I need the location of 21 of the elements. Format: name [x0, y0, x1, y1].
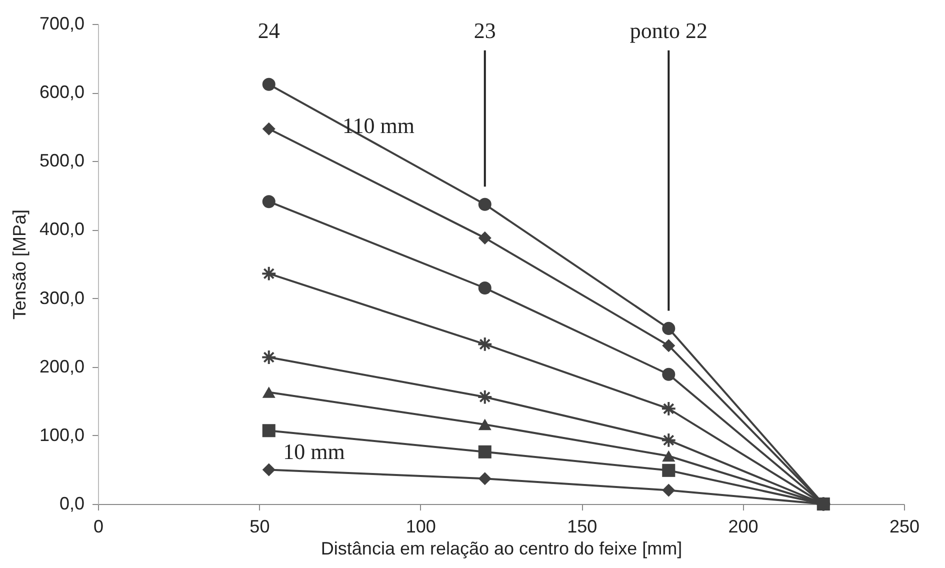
annotation: 24: [258, 18, 280, 44]
x-tick-label: 0: [93, 516, 104, 536]
y-tick-label: 200,0: [39, 356, 84, 376]
annotation: ponto 22: [630, 18, 708, 44]
y-tick-label: 500,0: [39, 150, 84, 171]
x-tick-label: 200: [728, 516, 758, 536]
x-tick-label: 100: [406, 516, 436, 536]
y-tick-label: 700,0: [39, 14, 84, 34]
y-tick-label: 0,0: [59, 494, 84, 514]
y-tick-label: 600,0: [39, 82, 84, 102]
annotation: 110 mm: [342, 113, 414, 138]
x-tick-label: 50: [250, 516, 270, 536]
x-axis-title: Distância em relação ao centro do feixe [mm]: [320, 538, 682, 558]
y-tick-label: 400,0: [39, 219, 84, 240]
x-tick-label: 250: [889, 516, 920, 536]
x-tick-label: 150: [567, 516, 598, 536]
y-tick-label: 300,0: [39, 288, 84, 308]
annotation: 10 mm: [283, 438, 345, 464]
y-axis-title: Tensão [MPa]: [9, 209, 30, 320]
y-tick-label: 100,0: [39, 424, 84, 445]
annotation: 23: [474, 18, 496, 44]
